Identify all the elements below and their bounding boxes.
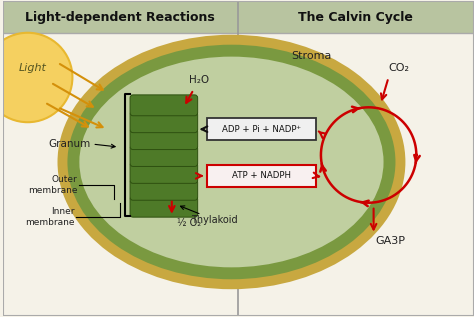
Bar [3, 1, 474, 33]
FancyBboxPatch shape [130, 146, 198, 166]
Circle shape [0, 33, 73, 122]
Text: Light-dependent Reactions: Light-dependent Reactions [25, 11, 215, 24]
Text: ½ O₂: ½ O₂ [177, 217, 201, 228]
Ellipse shape [57, 35, 405, 289]
FancyBboxPatch shape [130, 129, 198, 150]
FancyBboxPatch shape [130, 95, 198, 116]
Ellipse shape [79, 57, 383, 267]
Text: ADP + Pi + NADP⁺: ADP + Pi + NADP⁺ [222, 125, 301, 134]
Text: ATP + NADPH: ATP + NADPH [232, 171, 291, 180]
FancyBboxPatch shape [207, 165, 316, 187]
FancyBboxPatch shape [130, 179, 198, 200]
Text: Granum: Granum [48, 139, 91, 149]
Ellipse shape [67, 45, 395, 279]
Text: GA3P: GA3P [375, 236, 405, 245]
FancyBboxPatch shape [130, 112, 198, 133]
Text: Stroma: Stroma [291, 51, 331, 61]
Text: The Calvin Cycle: The Calvin Cycle [298, 11, 413, 24]
Text: Outer
membrane: Outer membrane [28, 175, 77, 195]
Text: CO₂: CO₂ [388, 62, 409, 73]
Text: H₂O: H₂O [189, 75, 209, 86]
Text: Inner
membrane: Inner membrane [25, 207, 74, 227]
Text: Light: Light [18, 62, 46, 73]
FancyBboxPatch shape [130, 163, 198, 183]
Text: Thylakoid: Thylakoid [191, 215, 238, 225]
FancyBboxPatch shape [130, 196, 198, 217]
FancyBboxPatch shape [207, 118, 316, 140]
